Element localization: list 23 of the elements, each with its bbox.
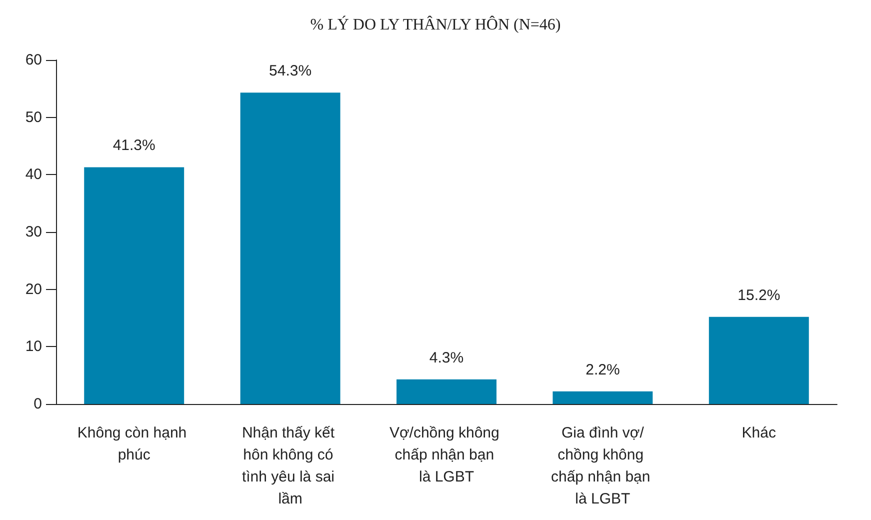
bar <box>396 379 496 404</box>
y-tick-label: 0 <box>34 396 42 412</box>
y-tick-label: 20 <box>25 280 42 298</box>
bar <box>552 391 653 404</box>
bar <box>708 316 809 404</box>
data-label: 41.3% <box>112 137 156 154</box>
x-tick-label: Không còn hạnh phúc <box>77 424 191 464</box>
chart-title: % LÝ DO LY THÂN/LY HÔN (N=46) <box>310 16 561 34</box>
y-tick-label: 60 <box>25 52 42 68</box>
y-tick-label: 10 <box>25 338 42 356</box>
y-tick-label: 30 <box>25 224 42 240</box>
bar <box>240 92 340 404</box>
data-label: 15.2% <box>738 286 780 304</box>
x-tick-label: Gia đình vợ/chồng không chấp nhận bạn là LGBT <box>550 424 654 508</box>
y-tick-label: 40 <box>25 166 42 184</box>
x-tick-label: Khác <box>742 424 776 442</box>
data-label: 54.3% <box>269 62 312 80</box>
data-label: 2.2% <box>586 361 620 378</box>
data-label: 4.3% <box>429 349 464 366</box>
x-tick-label: Vợ/chồng không chấp nhận bạn là LGBT <box>389 424 504 486</box>
y-tick-label: 50 <box>25 108 42 126</box>
x-tick-label: Nhận thấy kết hôn không có tình yêu là sai lầm <box>242 424 339 508</box>
bar <box>84 167 184 404</box>
